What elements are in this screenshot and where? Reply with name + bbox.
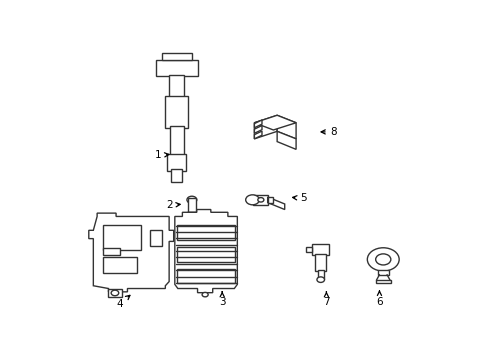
Bar xyxy=(176,269,235,283)
Circle shape xyxy=(186,196,196,203)
Polygon shape xyxy=(175,210,237,293)
Bar xyxy=(102,248,120,255)
Circle shape xyxy=(202,292,208,297)
Bar xyxy=(176,247,235,262)
Text: 6: 6 xyxy=(375,291,382,307)
Bar xyxy=(102,225,141,250)
Bar xyxy=(377,270,388,275)
Bar xyxy=(169,126,183,156)
Polygon shape xyxy=(277,115,296,139)
Polygon shape xyxy=(254,115,296,130)
Bar xyxy=(167,154,186,171)
Text: 4: 4 xyxy=(116,295,130,309)
Text: 8: 8 xyxy=(321,127,337,137)
Bar xyxy=(314,254,326,270)
Bar xyxy=(165,96,188,128)
Polygon shape xyxy=(252,195,267,205)
Bar xyxy=(150,230,161,246)
Polygon shape xyxy=(277,131,296,149)
Bar xyxy=(186,212,197,219)
Bar xyxy=(317,270,323,279)
Text: 5: 5 xyxy=(292,193,306,203)
Text: 2: 2 xyxy=(165,201,180,210)
Polygon shape xyxy=(267,197,284,210)
Polygon shape xyxy=(254,126,262,133)
Polygon shape xyxy=(254,115,277,139)
Circle shape xyxy=(111,290,119,296)
Circle shape xyxy=(375,254,390,265)
Circle shape xyxy=(366,248,398,271)
Circle shape xyxy=(245,195,259,205)
Circle shape xyxy=(316,277,324,283)
Text: 3: 3 xyxy=(219,292,225,307)
Bar xyxy=(156,60,197,76)
Bar xyxy=(176,225,235,240)
Text: 7: 7 xyxy=(323,292,329,307)
Bar xyxy=(102,257,137,273)
Bar xyxy=(305,247,312,252)
Text: 1: 1 xyxy=(154,150,168,161)
Polygon shape xyxy=(254,131,262,139)
Bar xyxy=(188,218,195,228)
Polygon shape xyxy=(89,213,173,292)
Bar xyxy=(267,197,273,203)
Bar xyxy=(375,280,390,283)
Polygon shape xyxy=(254,120,262,128)
Bar xyxy=(161,53,191,60)
Bar xyxy=(108,288,122,297)
Bar xyxy=(188,198,195,212)
Bar xyxy=(312,244,328,255)
Bar xyxy=(169,75,184,99)
Bar xyxy=(171,169,182,182)
Circle shape xyxy=(257,198,264,202)
